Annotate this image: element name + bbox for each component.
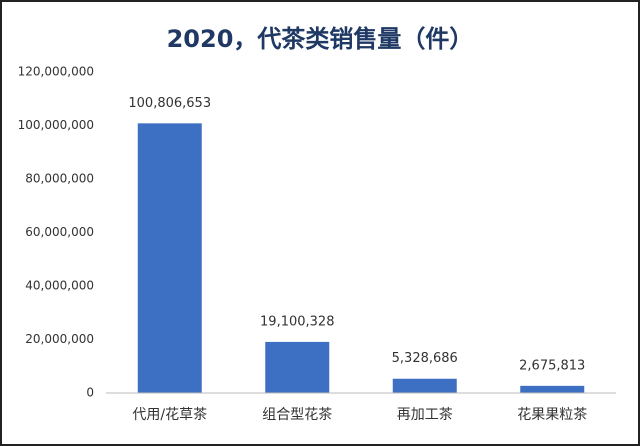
bar bbox=[137, 123, 202, 394]
x-tick-label: 再加工茶 bbox=[397, 407, 453, 423]
x-tick-label: 花果果粒茶 bbox=[517, 407, 587, 423]
value-label: 19,100,328 bbox=[260, 314, 334, 329]
bar bbox=[265, 341, 330, 393]
y-tick-label: 0 bbox=[86, 386, 94, 400]
value-label: 2,675,813 bbox=[519, 358, 585, 373]
x-tick-label: 代用/花草茶 bbox=[132, 407, 207, 423]
y-tick-label: 100,000,000 bbox=[18, 118, 94, 132]
value-label: 100,806,653 bbox=[128, 96, 211, 111]
y-tick-label: 120,000,000 bbox=[18, 65, 94, 79]
bar bbox=[520, 385, 585, 393]
y-tick-label: 20,000,000 bbox=[25, 332, 94, 346]
y-tick-label: 60,000,000 bbox=[25, 225, 94, 239]
x-tick-label: 组合型花茶 bbox=[262, 407, 332, 423]
value-label: 5,328,686 bbox=[392, 351, 458, 366]
chart-title: 2020，代茶类销售量（件） bbox=[167, 25, 474, 53]
y-tick-label: 40,000,000 bbox=[25, 279, 94, 293]
bar bbox=[392, 378, 457, 393]
y-tick-label: 80,000,000 bbox=[25, 172, 94, 186]
